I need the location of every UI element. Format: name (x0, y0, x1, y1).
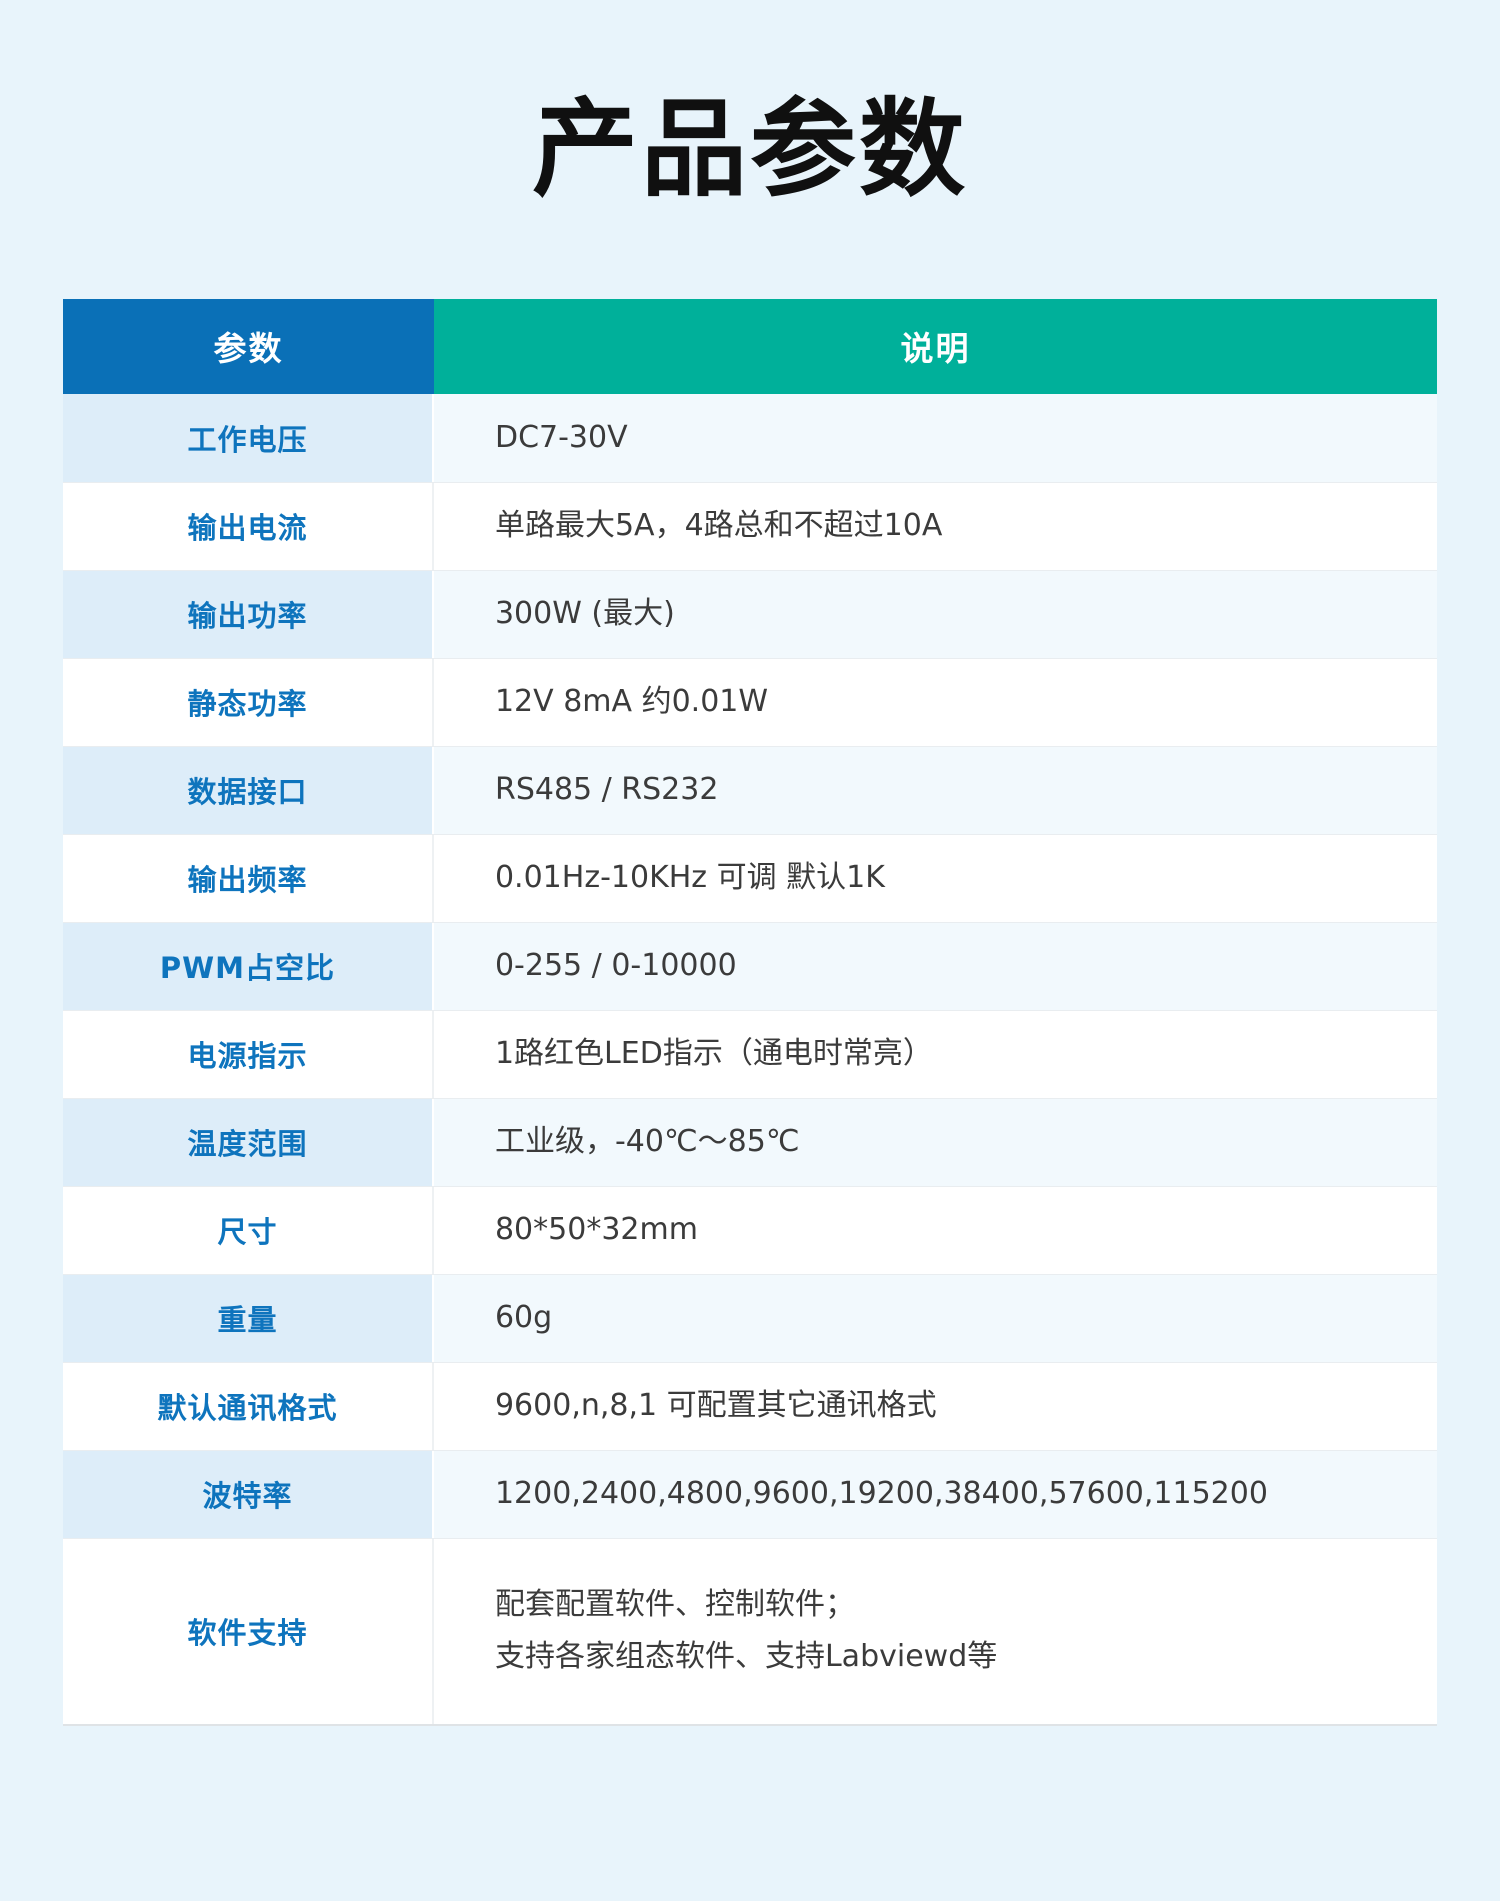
table-row-quiescent-power: 静态功率 12V 8mA 约0.01W (63, 657, 1437, 746)
param-value: 0-255 / 0-10000 (433, 922, 1437, 1010)
param-label: 输出功率 (63, 570, 434, 658)
param-label: 软件支持 (63, 1538, 434, 1724)
param-value-text: RS485 / RS232 (494, 772, 719, 808)
table-row-output-power: 输出功率 300W (最大) (63, 569, 1437, 658)
product-spec-table: 参数 说明 工作电压 DC7-30V 输出电流 单路最大5A，4路总和不超过10… (63, 298, 1437, 1726)
param-value-text: 9600,n,8,1 可配置其它通讯格式 (494, 1388, 937, 1424)
param-label: 温度范围 (63, 1098, 434, 1186)
param-value: 配套配置软件、控制软件； 支持各家组态软件、支持Labviewd等 (434, 1539, 1437, 1724)
table-row-power-indicator: 电源指示 1路红色LED指示（通电时常亮） (63, 1009, 1437, 1098)
param-value-text: DC7-30V (494, 419, 628, 455)
column-header-desc: 说明 (433, 298, 1437, 394)
param-label: 输出电流 (63, 482, 434, 570)
param-label: 默认通讯格式 (63, 1362, 434, 1450)
param-value: 9600,n,8,1 可配置其它通讯格式 (434, 1363, 1437, 1450)
table-row-weight: 重量 60g (63, 1273, 1437, 1362)
param-value: RS485 / RS232 (433, 746, 1437, 834)
param-label: 静态功率 (63, 658, 434, 746)
param-label: 波特率 (63, 1450, 434, 1538)
table-row-baud-rate: 波特率 1200,2400,4800,9600,19200,38400,5760… (63, 1449, 1437, 1538)
param-value-text: 12V 8mA 约0.01W (494, 684, 769, 720)
table-row-default-comm-format: 默认通讯格式 9600,n,8,1 可配置其它通讯格式 (63, 1361, 1437, 1450)
param-value: 工业级，-40℃～85℃ (433, 1098, 1437, 1186)
param-value-text: 0.01Hz-10KHz 可调 默认1K (494, 860, 885, 896)
param-label: 工作电压 (63, 393, 434, 482)
param-label: 重量 (63, 1274, 434, 1362)
param-value: 12V 8mA 约0.01W (434, 659, 1437, 746)
column-header-param: 参数 (63, 298, 434, 394)
param-value-text: 300W (最大) (494, 596, 675, 632)
table-row-output-current: 输出电流 单路最大5A，4路总和不超过10A (63, 481, 1437, 570)
table-row-dimensions: 尺寸 80*50*32mm (63, 1185, 1437, 1274)
param-value: 1200,2400,4800,9600,19200,38400,57600,11… (433, 1450, 1437, 1538)
table-header-row: 参数 说明 (63, 298, 1437, 394)
param-value: 80*50*32mm (434, 1187, 1437, 1274)
param-value-line-2: 支持各家组态软件、支持Labviewd等 (494, 1639, 998, 1675)
param-value: 300W (最大) (433, 570, 1437, 658)
param-value-text: 单路最大5A，4路总和不超过10A (494, 508, 943, 544)
param-value: 0.01Hz-10KHz 可调 默认1K (434, 835, 1437, 922)
param-value: 1路红色LED指示（通电时常亮） (434, 1011, 1437, 1098)
table-body: 工作电压 DC7-30V 输出电流 单路最大5A，4路总和不超过10A 输出功率… (63, 393, 1437, 1724)
param-value-line-1: 配套配置软件、控制软件； (494, 1587, 855, 1623)
param-value-text: 0-255 / 0-10000 (494, 948, 737, 984)
param-label: 电源指示 (63, 1010, 434, 1098)
table-row-data-interface: 数据接口 RS485 / RS232 (63, 745, 1437, 834)
table-row-working-voltage: 工作电压 DC7-30V (63, 393, 1437, 482)
param-label: 输出频率 (63, 834, 434, 922)
param-value-text: 工业级，-40℃～85℃ (494, 1124, 800, 1160)
param-value: 60g (433, 1274, 1437, 1362)
page-title: 产品参数 (532, 88, 968, 211)
param-value-text: 1200,2400,4800,9600,19200,38400,57600,11… (494, 1476, 1268, 1512)
table-row-software-support: 软件支持 配套配置软件、控制软件； 支持各家组态软件、支持Labviewd等 (63, 1537, 1437, 1724)
param-label: PWM占空比 (63, 922, 434, 1010)
param-label: 尺寸 (63, 1186, 434, 1274)
param-value: 单路最大5A，4路总和不超过10A (434, 483, 1437, 570)
param-value-text: 1路红色LED指示（通电时常亮） (494, 1036, 933, 1072)
param-value-text: 60g (494, 1300, 553, 1336)
param-label: 数据接口 (63, 746, 434, 834)
table-row-temperature-range: 温度范围 工业级，-40℃～85℃ (63, 1097, 1437, 1186)
table-row-pwm-duty: PWM占空比 0-255 / 0-10000 (63, 921, 1437, 1010)
param-value-text: 80*50*32mm (494, 1212, 698, 1248)
param-value: DC7-30V (433, 393, 1437, 482)
table-row-output-frequency: 输出频率 0.01Hz-10KHz 可调 默认1K (63, 833, 1437, 922)
